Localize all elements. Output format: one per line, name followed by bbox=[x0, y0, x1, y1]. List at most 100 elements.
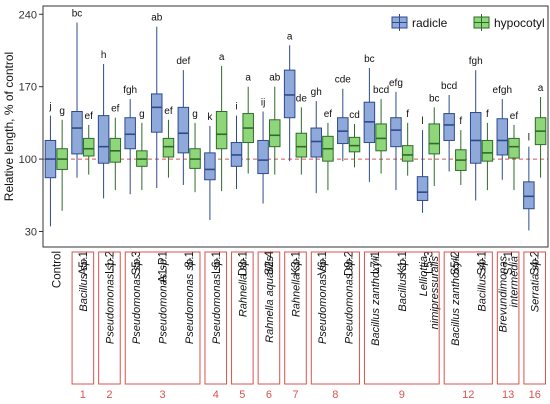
significance-letter: h bbox=[101, 50, 107, 61]
box-body bbox=[269, 119, 281, 148]
y-tick-label: 240 bbox=[19, 9, 37, 21]
box-body bbox=[496, 118, 509, 156]
strain-group-box bbox=[443, 251, 493, 385]
box-radicle: k bbox=[204, 112, 216, 221]
category-label: S5-3 bbox=[131, 251, 143, 275]
species-label: Bacillus sp. bbox=[78, 256, 90, 312]
box-body bbox=[295, 132, 308, 158]
strain-group-box bbox=[310, 251, 360, 385]
y-tick-label: 30 bbox=[25, 226, 37, 238]
legend-label-hypocotyl: hypocotyl bbox=[494, 16, 545, 30]
box-body bbox=[257, 139, 269, 175]
box-hypocotyl: de bbox=[295, 93, 308, 175]
strain-group-box bbox=[363, 251, 440, 385]
significance-letter: g bbox=[139, 109, 145, 120]
significance-letter: cd bbox=[349, 110, 360, 121]
category-label: L6-1 bbox=[211, 251, 223, 274]
category-label: L5-3 bbox=[423, 251, 435, 274]
significance-letter: ef bbox=[111, 104, 120, 115]
box-body bbox=[401, 145, 414, 162]
significance-letter: ef bbox=[510, 111, 519, 122]
group-number: 2 bbox=[106, 389, 112, 401]
species-label: Rahnella sp. bbox=[291, 256, 303, 317]
species-label: Pseudomonas sp. bbox=[317, 256, 329, 344]
category-label: S7-1 bbox=[503, 251, 515, 275]
significance-letter: a bbox=[219, 52, 225, 63]
significance-letter: ef bbox=[85, 111, 94, 122]
significance-letter: f bbox=[486, 109, 489, 120]
strain-group-box bbox=[231, 251, 254, 385]
box-radicle: fgh bbox=[469, 56, 483, 201]
category-label: D8-1 bbox=[237, 251, 249, 276]
y-tick-label: 170 bbox=[19, 82, 37, 94]
significance-letter: def bbox=[176, 56, 190, 67]
category-label: K3-1 bbox=[291, 251, 303, 275]
category-label: S2-4 bbox=[264, 250, 276, 275]
species-label: nimipressuralis bbox=[429, 256, 441, 330]
significance-letter: j bbox=[48, 102, 51, 113]
box-hypocotyl: bc bbox=[428, 93, 440, 186]
box-body bbox=[97, 115, 110, 164]
significance-letter: g bbox=[59, 106, 65, 117]
species-label: Pseudomonas sp. bbox=[131, 256, 143, 344]
box-radicle: bc bbox=[71, 9, 83, 178]
significance-letter: ab bbox=[151, 13, 163, 24]
significance-letter: a bbox=[287, 31, 293, 42]
significance-letter: ij bbox=[261, 98, 265, 109]
box-hypocotyl: f bbox=[455, 116, 467, 185]
box-radicle: ij bbox=[257, 98, 269, 204]
strain-group-box bbox=[124, 251, 201, 385]
plot-frame bbox=[42, 5, 549, 248]
group-number: 3 bbox=[160, 389, 166, 401]
group-number: 8 bbox=[332, 389, 338, 401]
box-radicle: gh bbox=[310, 87, 322, 194]
group-number: 6 bbox=[266, 389, 272, 401]
significance-letter: g bbox=[192, 109, 198, 120]
species-label: Rahnella aquatilis bbox=[264, 256, 276, 343]
box-body bbox=[177, 106, 190, 154]
significance-letter: bc bbox=[72, 9, 83, 20]
box-body bbox=[390, 117, 402, 148]
significance-letter: ab bbox=[269, 73, 281, 84]
significance-letter: l bbox=[528, 133, 530, 144]
legend: radicle hypocotyl bbox=[391, 14, 545, 31]
significance-letter: cde bbox=[335, 75, 352, 86]
group-number: 12 bbox=[462, 389, 474, 401]
box-body bbox=[428, 123, 440, 155]
box-hypocotyl: f bbox=[401, 109, 414, 176]
significance-letter: efgh bbox=[493, 85, 512, 96]
box-hypocotyl: ef bbox=[162, 106, 175, 178]
box-radicle: efgh bbox=[493, 85, 512, 180]
box-radicle: efg bbox=[389, 78, 403, 191]
category-label: S4-2 bbox=[530, 251, 542, 275]
significance-letter: i bbox=[235, 102, 237, 113]
box-radicle: ab bbox=[151, 13, 163, 189]
species-label: Pseudomonas sp. bbox=[211, 256, 223, 344]
box-radicle: i bbox=[230, 102, 243, 190]
y-axis-label: Relative length, % of control bbox=[2, 52, 16, 201]
category-label: V6-1 bbox=[317, 251, 329, 275]
box-body bbox=[348, 136, 361, 153]
significance-letter: l bbox=[421, 116, 423, 127]
group-boxes: 1 2 3 4 5 6 7 8 9 12 13 16 bbox=[71, 251, 547, 401]
species-label: Bacillus zanthoxyli bbox=[450, 255, 462, 345]
box-body bbox=[375, 123, 387, 152]
significance-letter: bc bbox=[364, 54, 375, 65]
group-number: 4 bbox=[213, 389, 219, 401]
box-body bbox=[215, 111, 228, 150]
strain-group-box bbox=[523, 251, 547, 385]
species-label: Serratia sp. bbox=[530, 256, 542, 312]
group-number: 16 bbox=[529, 389, 541, 401]
box-hypocotyl: a bbox=[242, 73, 254, 174]
box-radicle: h bbox=[97, 50, 110, 199]
category-label: L1-2 bbox=[104, 251, 116, 274]
box-hypocotyl: g bbox=[56, 106, 68, 211]
significance-letter: ef bbox=[324, 109, 333, 120]
box-body bbox=[416, 176, 429, 201]
species-label: Brevundimonas bbox=[498, 256, 510, 333]
box-body bbox=[310, 127, 322, 158]
box-body bbox=[283, 69, 296, 119]
category-label: D9-2 bbox=[344, 251, 356, 276]
significance-letter: bc bbox=[429, 93, 440, 104]
box-hypocotyl: ef bbox=[109, 104, 122, 191]
